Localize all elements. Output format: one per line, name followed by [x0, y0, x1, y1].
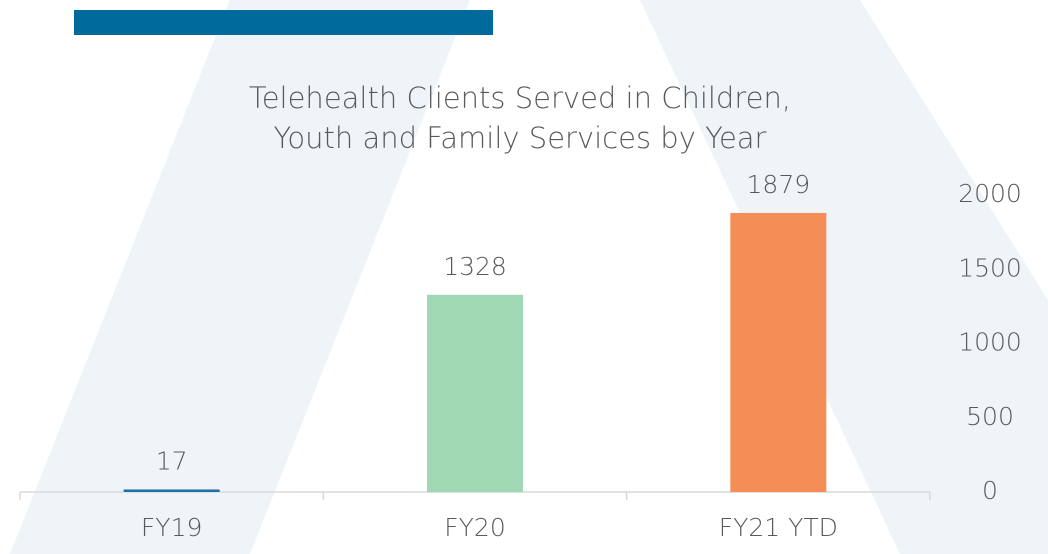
y-tick-label: 1500	[958, 253, 1022, 282]
background-shape	[640, 0, 1048, 554]
x-tick-label: FY21 YTD	[719, 513, 838, 542]
bar	[427, 294, 523, 492]
y-tick-label: 0	[982, 476, 998, 505]
data-label: 17	[156, 446, 188, 475]
y-tick-label: 500	[966, 402, 1014, 431]
bar	[730, 212, 827, 492]
chart-title: Telehealth Clients Served in Children, Y…	[248, 81, 792, 155]
y-tick-label: 1000	[958, 328, 1022, 357]
data-label: 1328	[443, 252, 507, 281]
bar	[123, 489, 220, 492]
header-bar	[74, 10, 493, 35]
x-tick-label: FY20	[444, 513, 505, 542]
y-tick-label: 2000	[958, 179, 1022, 208]
background-shape	[10, 0, 470, 554]
x-tick-label: FY19	[141, 513, 202, 542]
data-label: 1879	[747, 170, 811, 199]
